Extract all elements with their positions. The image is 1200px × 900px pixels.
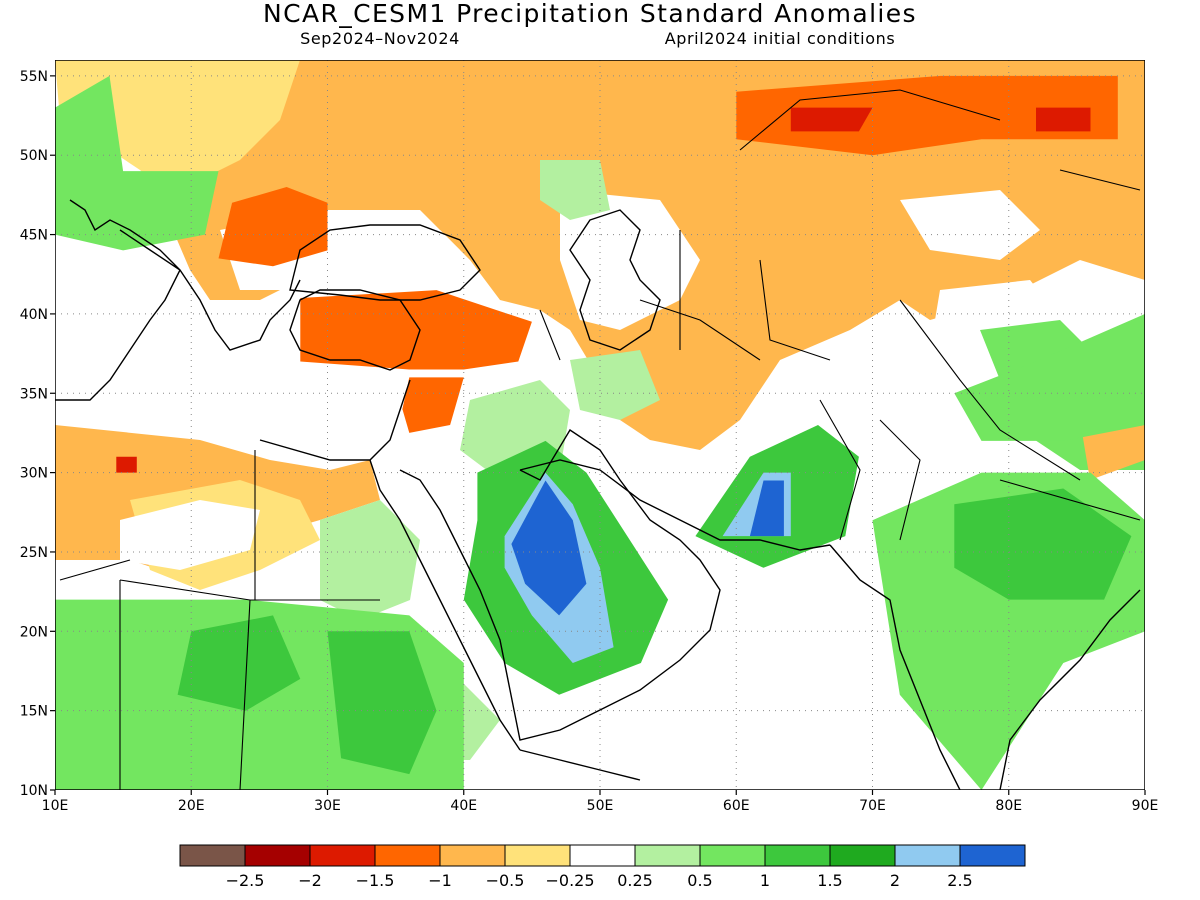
white-near-normal-arabia <box>560 460 740 560</box>
anomaly-region-20 <box>55 171 219 251</box>
lon-tick-label: 20E <box>178 798 205 814</box>
lat-tick-label: 30N <box>20 466 48 482</box>
map-plot-area <box>55 60 1145 790</box>
anomaly-region-18 <box>954 313 1145 441</box>
coastline-persian-gulf <box>519 459 831 551</box>
anomaly-region-0 <box>300 290 532 370</box>
lat-tick-label: 40N <box>20 307 48 323</box>
lon-tick-label: 80E <box>995 798 1022 814</box>
colorbar-label: 1 <box>760 871 770 890</box>
anomaly-region-5 <box>1036 107 1091 132</box>
light-green-iran <box>570 350 660 420</box>
lat-tick-label: 45N <box>20 228 48 244</box>
border-lines <box>59 89 1141 790</box>
lat-tick-label: 25N <box>20 545 48 561</box>
anomaly-region-6 <box>116 456 137 473</box>
anomaly-contour-regions <box>55 75 1145 790</box>
colorbar-swatch <box>309 844 376 867</box>
colorbar-swatch <box>374 844 441 867</box>
colorbar-swatch <box>504 844 571 867</box>
coastline-horn-of-africa <box>519 749 641 781</box>
coastline-arabian-peninsula <box>399 429 721 741</box>
colorbar-swatch <box>959 844 1026 867</box>
lon-tick-label: 40E <box>450 798 477 814</box>
light-green-nile <box>320 500 420 620</box>
forecast-period: Sep2024–Nov2024 <box>300 29 460 48</box>
colorbar-swatch <box>829 844 896 867</box>
coastline-india <box>829 544 1141 790</box>
colorbar-label: 0.25 <box>617 871 653 890</box>
colorbar-label: 2 <box>890 871 900 890</box>
lat-tick-label: 15N <box>20 704 48 720</box>
anomaly-region-9 <box>511 480 587 616</box>
anomaly-region-17 <box>954 488 1132 600</box>
initial-conditions: April2024 initial conditions <box>665 29 896 48</box>
colorbar-label: −2.5 <box>226 871 265 890</box>
lon-tick-label: 30E <box>314 798 341 814</box>
anomaly-region-2 <box>218 187 328 267</box>
coastline-black-sea <box>289 224 481 301</box>
white-near-normal-kazakh <box>900 190 1040 260</box>
white-near-normal-east-med <box>55 300 420 450</box>
colorbar-swatch <box>634 844 701 867</box>
colorbar-swatch <box>439 844 506 867</box>
colorbar-swatch <box>569 844 636 867</box>
dry-belt-north-fringe <box>55 60 300 200</box>
coastlines-and-borders <box>55 89 1141 790</box>
colorbar-label: −1 <box>428 871 452 890</box>
coastline-levant-red-sea-west <box>259 379 521 751</box>
colorbar-swatch <box>764 844 831 867</box>
colorbar-label: 1.5 <box>817 871 842 890</box>
lat-tick-label: 50N <box>20 148 48 164</box>
lon-tick-label: 90E <box>1132 798 1159 814</box>
anomaly-region-3 <box>736 75 1118 156</box>
lat-tick-label: 35N <box>20 386 48 402</box>
lon-tick-label: 10E <box>42 798 69 814</box>
anomaly-region-14 <box>327 631 437 775</box>
white-near-normal-sahara <box>120 500 260 570</box>
colorbar: −2.5 −2 −1.5 −1 −0.5 −0.25 0.25 0.5 1 1.5 2 2.5 <box>179 844 1026 890</box>
colorbar-swatch <box>894 844 961 867</box>
colorbar-swatch <box>179 844 246 867</box>
lat-tick-label: 55N <box>20 69 48 85</box>
lat-tick-label: 20N <box>20 624 48 640</box>
lon-tick-label: 70E <box>859 798 886 814</box>
coastline-turkey <box>289 289 421 371</box>
colorbar-swatch <box>699 844 766 867</box>
colorbar-label: −0.5 <box>486 871 525 890</box>
colorbar-label: 0.5 <box>687 871 712 890</box>
anomaly-region-12 <box>749 480 784 537</box>
coastline-europe <box>55 199 301 401</box>
lon-tick-label: 60E <box>723 798 750 814</box>
colorbar-label: −1.5 <box>356 871 395 890</box>
figure-title: NCAR_CESM1 Precipitation Standard Anomal… <box>263 0 917 28</box>
lon-tick-label: 50E <box>587 798 614 814</box>
coastline-caspian <box>569 209 661 351</box>
colorbar-label: −0.25 <box>545 871 594 890</box>
anomaly-region-15 <box>177 615 301 711</box>
anomaly-region-1 <box>402 377 464 433</box>
colorbar-label: −2 <box>298 871 322 890</box>
colorbar-label: 2.5 <box>947 871 972 890</box>
anomaly-region-4 <box>790 107 873 132</box>
white-near-normal-yemen-oman <box>640 630 740 720</box>
lat-tick-label: 10N <box>20 783 48 799</box>
light-green-caspian-west <box>540 160 610 220</box>
colorbar-swatch <box>244 844 311 867</box>
